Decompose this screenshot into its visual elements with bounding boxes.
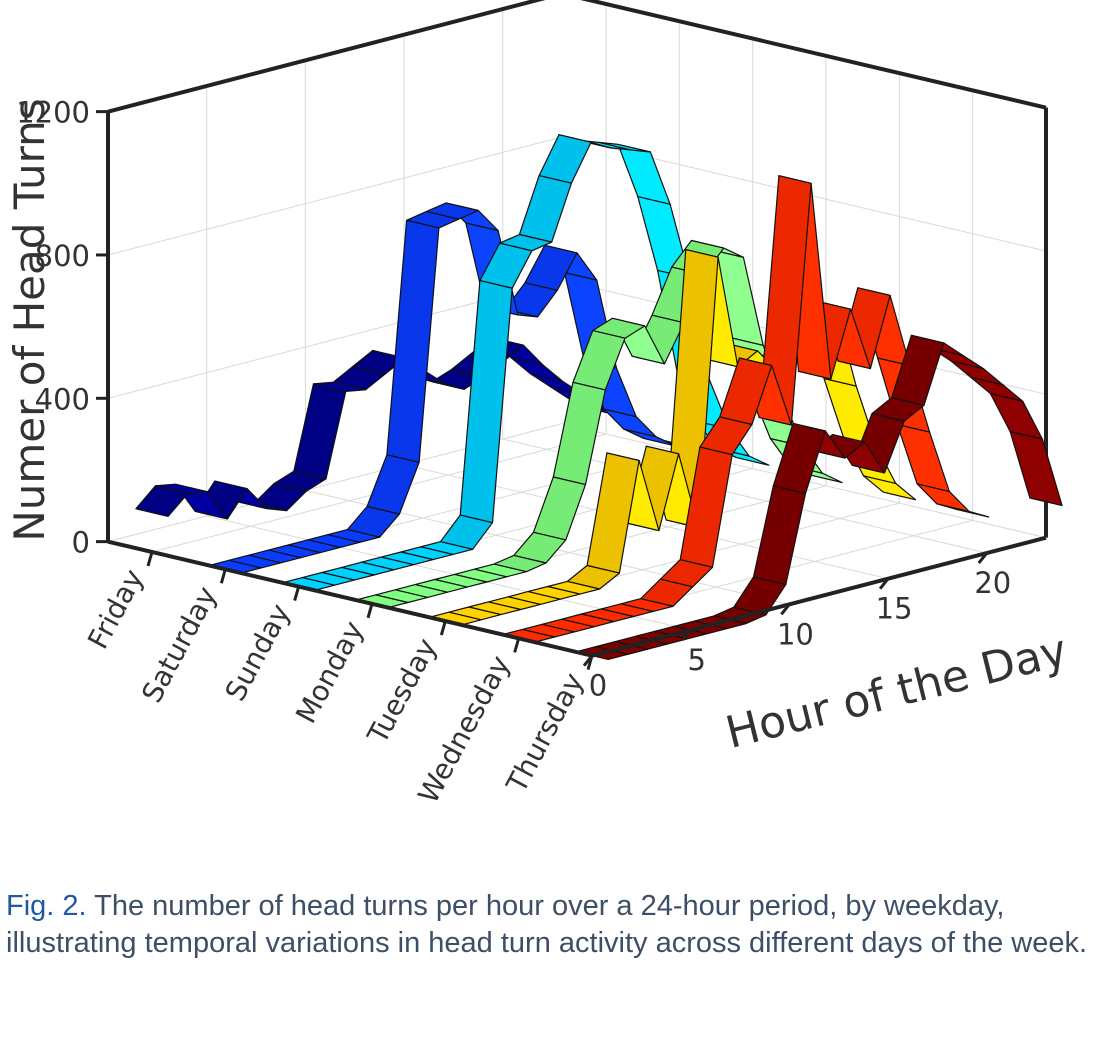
ribbon-segment (532, 476, 587, 541)
ribbon-segment (459, 280, 513, 524)
hour-tick (780, 603, 791, 616)
hour-tick-label: 5 (687, 643, 705, 677)
ribbon-segment (135, 485, 189, 518)
z-tick-label: 400 (35, 382, 90, 416)
day-tick-label: Saturday (135, 581, 223, 708)
day-tick (513, 637, 521, 653)
grid-line (107, 136, 563, 256)
day-axis (107, 539, 593, 658)
day-tick-label: Friday (81, 564, 150, 654)
box-edge (107, 0, 546, 114)
z-tick-label: 800 (35, 239, 90, 273)
ribbon-segment (386, 219, 440, 463)
day-tick (366, 603, 374, 619)
ribbon-segment (752, 485, 807, 586)
ribbon-segment (366, 454, 420, 515)
chart-area: 0 400 800 1200 0 5 10 15 20 Friday Saturday Sunday M… (5, 0, 1072, 809)
day-tick-label: Thursday (499, 667, 590, 798)
figure-caption: Fig. 2. The number of head turns per hou… (6, 888, 1102, 962)
day-tick (219, 568, 227, 584)
ribbon-segment (293, 383, 347, 480)
box-edge (580, 0, 1047, 110)
day-tick (293, 586, 301, 601)
ribbons (135, 134, 1063, 661)
x-axis-label: Hour of the Day (721, 625, 1072, 759)
ribbon-segment (518, 175, 573, 243)
day-tick-label: Monday (289, 616, 370, 729)
ribbon-segment (617, 143, 671, 205)
ribbon-segment (896, 423, 950, 492)
y-axis-label: Numer of Head Turns (5, 98, 54, 541)
hour-tick-label: 15 (876, 592, 913, 626)
caption-text: The number of head turns per hour over a… (6, 890, 1088, 959)
hour-tick (681, 629, 692, 641)
hour-tick (977, 552, 988, 564)
ribbon-segment (552, 381, 606, 486)
hour-axis (591, 535, 1047, 658)
hour-tick (878, 577, 890, 590)
ribbon-segment (1009, 430, 1063, 507)
axes-box (106, 0, 1048, 542)
series-thursday (575, 334, 1063, 661)
z-tick-label: 0 (72, 526, 90, 560)
day-tick-label: Tuesday (360, 633, 443, 750)
ribbon-segment (538, 134, 592, 184)
series-wednesday (501, 175, 990, 643)
front-axes (96, 110, 1047, 671)
hour-tick-label: 10 (777, 617, 814, 651)
ribbon-chart: 0 400 800 1200 0 5 10 15 20 FridaySaturdaySundayM… (5, 0, 1072, 809)
z-tick-label: 1200 (16, 96, 90, 130)
ribbon-segment (989, 393, 1044, 440)
hour-tick-label: 20 (974, 566, 1011, 600)
day-tick (146, 551, 154, 567)
day-tick (439, 620, 447, 636)
caption-label: Fig. 2. (6, 890, 87, 922)
day-tick (586, 655, 594, 671)
hour-tick-label: 0 (589, 669, 607, 703)
day-tick-label: Sunday (219, 598, 297, 706)
